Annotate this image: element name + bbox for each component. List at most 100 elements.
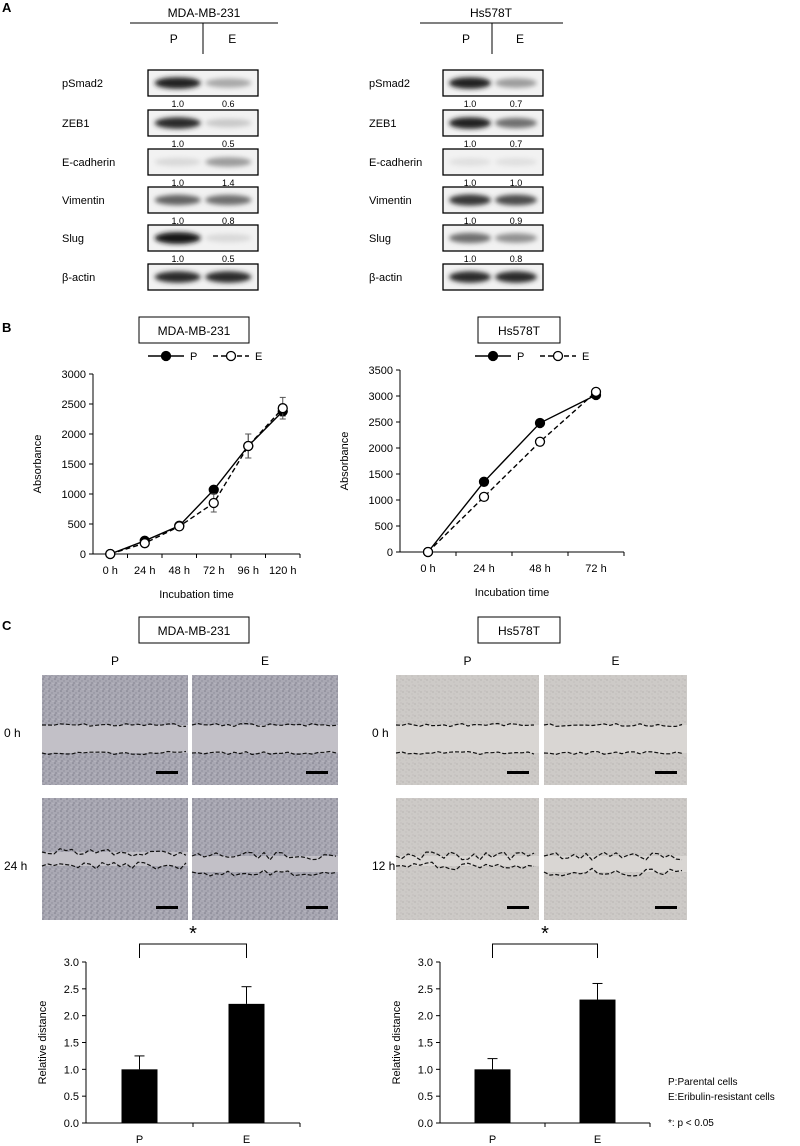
data-point-P <box>534 417 546 429</box>
wound-gap <box>42 725 188 753</box>
legend-marker <box>225 350 237 362</box>
data-point-E <box>208 497 219 509</box>
y-axis-title: Relative distance <box>391 1001 403 1085</box>
wound-gap <box>192 856 338 872</box>
protein-label: pSmad2 <box>369 78 410 90</box>
lane-label-p: P <box>462 32 470 46</box>
blot-band <box>205 233 252 243</box>
x-tick-label: 0 h <box>420 563 435 575</box>
bar-P <box>121 1069 158 1123</box>
blot-band <box>495 78 537 88</box>
band-quant: 1.0 <box>464 216 477 226</box>
blot-band <box>205 118 252 128</box>
blot-band <box>495 117 537 129</box>
wound-gap <box>396 856 539 866</box>
panel-label-c: C <box>2 618 12 633</box>
wound-image <box>41 798 188 920</box>
significance-bracket <box>492 943 598 958</box>
blot-band <box>205 271 252 283</box>
wound-gap <box>42 852 188 866</box>
bar-E <box>579 999 616 1123</box>
y-tick-label: 500 <box>68 519 86 531</box>
band-quant: 0.6 <box>222 99 235 109</box>
series-line-E <box>427 391 597 553</box>
growth-title-hs578t: Hs578T <box>498 324 541 338</box>
band-quant: 1.4 <box>222 178 235 188</box>
blot-band <box>449 157 491 167</box>
legend-marker <box>160 350 172 362</box>
growth-chart-mda: 0 500 1000 1500 2000 2500 3000 0 h 24 h 48 h 72 h 9… <box>32 350 301 601</box>
wound-image <box>191 675 338 785</box>
wound-edge-lower <box>543 867 683 877</box>
wound-title-hs578t: Hs578T <box>498 624 541 638</box>
significance-star: * <box>189 923 197 945</box>
wound-edge-upper <box>191 722 337 728</box>
wound-image <box>191 798 338 920</box>
x-tick-label: 48 h <box>169 565 190 577</box>
scale-bar <box>655 906 677 909</box>
wound-image <box>543 675 687 785</box>
western-cell-line: MDA-MB-231 <box>168 6 241 20</box>
wound-edge-upper <box>191 851 337 861</box>
panel-label-b: B <box>2 320 11 335</box>
legend-label: P <box>517 351 524 363</box>
blot-band <box>154 157 201 167</box>
y-tick-label: 1.5 <box>418 1038 433 1050</box>
wound-edge-lower <box>41 861 187 871</box>
y-tick-label: 3.0 <box>418 957 433 969</box>
footnote-eribulin: E:Eribulin-resistant cells <box>668 1092 775 1103</box>
protein-label: β-actin <box>62 272 95 284</box>
protein-label: Slug <box>62 233 84 245</box>
band-quant: 1.0 <box>464 178 477 188</box>
y-axis-title: Absorbance <box>339 432 351 491</box>
protein-label: Vimentin <box>369 195 412 207</box>
lane-label-e: E <box>516 32 524 46</box>
y-tick-label: 0.5 <box>418 1091 433 1103</box>
y-tick-label: 2500 <box>62 399 86 411</box>
blot-band <box>205 157 252 167</box>
footnote-parental: P:Parental cells <box>668 1077 737 1088</box>
lane-label-p: P <box>170 32 178 46</box>
blot-band <box>495 194 537 206</box>
x-tick-label: 24 h <box>473 563 494 575</box>
data-point-E <box>139 538 150 549</box>
blot-band <box>154 117 201 129</box>
y-tick-label: 3000 <box>62 369 86 381</box>
blot-band <box>205 194 252 206</box>
wound-gap <box>544 856 687 872</box>
band-quant: 0.7 <box>510 99 523 109</box>
y-tick-label: 3.0 <box>64 957 79 969</box>
blot-band <box>205 78 252 88</box>
panel-label-a: A <box>2 0 12 15</box>
wound-time-label: 12 h <box>372 859 395 873</box>
blot-band <box>449 77 491 89</box>
x-tick-label: 96 h <box>238 565 259 577</box>
y-tick-label: 500 <box>375 521 393 533</box>
y-tick-label: 2.0 <box>418 1011 433 1023</box>
wound-edge-lower <box>41 750 187 756</box>
wound-time-label: 0 h <box>372 726 389 740</box>
y-tick-label: 1000 <box>369 495 393 507</box>
wound-edge-lower <box>395 750 535 756</box>
wound-edge-lower <box>191 750 337 756</box>
data-point-E <box>590 386 602 397</box>
series-line-P <box>109 410 284 555</box>
blot-band <box>154 194 201 206</box>
scale-bar <box>507 906 529 909</box>
wound-column-label: P <box>111 654 119 668</box>
wound-edge-upper <box>543 851 683 861</box>
scale-bar <box>156 906 178 909</box>
wound-time-label: 24 h <box>4 859 27 873</box>
y-tick-label: 0.0 <box>64 1118 79 1130</box>
wound-image <box>41 675 188 785</box>
blot-band <box>154 77 201 89</box>
wound-edge-upper <box>42 723 187 727</box>
y-tick-label: 2.0 <box>64 1011 79 1023</box>
legend-label: P <box>190 351 197 363</box>
blot-band <box>449 232 491 244</box>
growth-title-mda-box: MDA-MB-231 <box>138 316 250 344</box>
x-axis-title: Incubation time <box>475 587 550 599</box>
bar-chart-hs578t: 0.0 0.5 1.0 1.5 2.0 2.5 3.0 P E Relative distance… <box>391 923 651 1146</box>
